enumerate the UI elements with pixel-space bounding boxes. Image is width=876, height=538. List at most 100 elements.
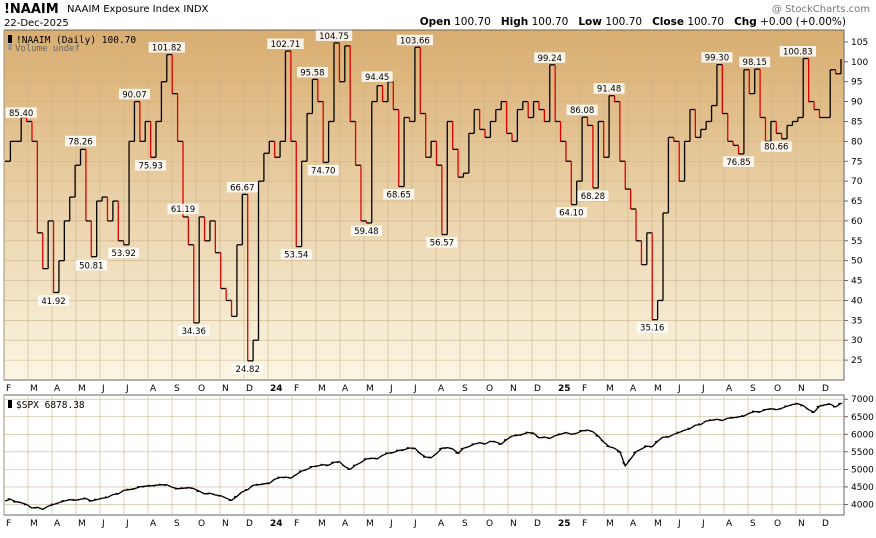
- annotation-box: [534, 52, 566, 63]
- spx-xtick-label: M: [30, 519, 38, 529]
- naaim-xtick-label: 24: [270, 384, 283, 394]
- annotation-label: 68.65: [387, 191, 411, 201]
- stockcharts-credit[interactable]: @ StockCharts.com: [771, 4, 870, 15]
- open-value: 100.70: [454, 16, 491, 28]
- naaim-ytick-label: 100: [851, 58, 868, 68]
- spx-xtick-label: S: [750, 519, 756, 529]
- spx-xtick-label: J: [125, 519, 129, 529]
- annotation-box: [267, 38, 304, 50]
- high-label: High: [500, 16, 529, 28]
- spx-xtick-label: M: [366, 519, 374, 529]
- naaim-xtick-label: M: [654, 384, 662, 394]
- spx-ytick-label: 4000: [851, 500, 874, 510]
- annotation-box: [701, 52, 733, 63]
- annotation-label: 66.67: [230, 183, 254, 193]
- spx-xtick-label: O: [486, 519, 493, 529]
- spx-x-axis: F M A M J J A S O N D 24 F M A M J J A S O N D 25 F M A M J J A S O N D: [6, 519, 829, 529]
- naaim-gridlines: [3, 30, 844, 380]
- naaim-xtick-label: D: [246, 384, 253, 394]
- spx-xtick-label: A: [342, 519, 349, 529]
- spx-legend-swatch: [8, 400, 12, 408]
- exchange-label: INDX: [183, 4, 209, 15]
- annotation-box: [65, 135, 97, 147]
- annotation-label: 56.57: [430, 239, 454, 249]
- spx-xtick-label: M: [78, 519, 86, 529]
- annotation-label: 68.28: [581, 192, 605, 202]
- spx-xtick-label: J: [677, 519, 681, 529]
- annotation-label: 90.07: [122, 90, 146, 100]
- naaim-xtick-label: O: [486, 384, 493, 394]
- naaim-ytick-label: 80: [851, 137, 863, 147]
- naaim-ytick-label: 95: [851, 78, 862, 88]
- annotation-box: [280, 249, 312, 260]
- naaim-xtick-label: A: [438, 384, 445, 394]
- spx-ytick-label: 4500: [851, 483, 874, 493]
- spx-xtick-label: D: [822, 519, 829, 529]
- naaim-xtick-label: O: [774, 384, 781, 394]
- naaim-xtick-label: S: [174, 384, 180, 394]
- spx-xtick-label: N: [798, 519, 805, 529]
- naaim-ytick-label: 35: [851, 316, 862, 326]
- annotation-box: [5, 107, 37, 118]
- spx-ytick-label: 7000: [851, 395, 874, 405]
- naaim-xtick-label: J: [677, 384, 681, 394]
- low-value: 100.70: [605, 16, 643, 28]
- spx-legend-text: $SPX 6878.38: [16, 400, 85, 411]
- spx-xtick-label: S: [462, 519, 468, 529]
- spx-xtick-label: N: [510, 519, 517, 529]
- naaim-legend-text: !NAAIM (Daily) 100.70: [16, 35, 136, 46]
- annotation-label: 61.19: [171, 205, 195, 215]
- naaim-xtick-label: J: [101, 384, 105, 394]
- naaim-xtick-label: M: [30, 384, 38, 394]
- annotation-label: 103.66: [400, 36, 430, 46]
- annotation-label: 76.85: [726, 158, 750, 168]
- naaim-ytick-label: 90: [851, 98, 863, 108]
- naaim-xtick-label: A: [54, 384, 61, 394]
- spx-xtick-label: 25: [558, 519, 571, 529]
- annotation-box: [232, 363, 264, 374]
- spx-panel-background: [3, 394, 845, 516]
- naaim-ytick-label: 55: [851, 237, 862, 247]
- annotation-label: 91.48: [597, 85, 621, 95]
- volume-icon: [8, 44, 12, 50]
- naaim-xtick-label: D: [534, 384, 541, 394]
- annotation-label: 64.10: [559, 209, 583, 219]
- naaim-xtick-label: J: [389, 384, 393, 394]
- spx-xtick-label: J: [413, 519, 417, 529]
- annotation-box: [779, 46, 817, 57]
- spx-ytick-label: 5000: [851, 465, 874, 475]
- low-label: Low: [578, 16, 602, 28]
- spx-xtick-label: M: [654, 519, 662, 529]
- annotation-box: [426, 237, 458, 248]
- naaim-ytick-label: 45: [851, 277, 862, 287]
- naaim-ytick-label: 40: [851, 296, 863, 306]
- annotation-box: [577, 190, 609, 201]
- annotation-box: [226, 181, 258, 193]
- spx-xtick-label: F: [582, 519, 587, 529]
- spx-series: [4, 402, 844, 511]
- annotation-box: [566, 104, 598, 116]
- chart-date: 22-Dec-2025: [4, 18, 69, 29]
- annotation-label: 50.81: [79, 261, 103, 271]
- spx-xtick-label: A: [630, 519, 637, 529]
- annotation-box: [108, 247, 140, 259]
- annotation-box: [383, 189, 415, 200]
- naaim-ytick-label: 75: [851, 157, 862, 167]
- naaim-series: [5, 42, 842, 362]
- spx-ytick-label: 6000: [851, 430, 874, 440]
- naaim-ytick-label: 70: [851, 177, 863, 187]
- annotation-label: 59.48: [354, 227, 378, 237]
- spx-xtick-label: J: [701, 519, 705, 529]
- annotation-box: [118, 88, 150, 100]
- spx-xtick-label: M: [606, 519, 614, 529]
- spx-xtick-label: O: [774, 519, 781, 529]
- annotation-box: [307, 164, 339, 176]
- naaim-legend-swatch: [8, 35, 12, 43]
- chg-label: Chg: [734, 16, 757, 28]
- annotation-box: [148, 42, 186, 53]
- naaim-xtick-label: O: [198, 384, 205, 394]
- spx-xtick-label: N: [222, 519, 229, 529]
- naaim-xtick-label: S: [750, 384, 756, 394]
- annotation-label: 99.30: [705, 54, 729, 64]
- naaim-ytick-label: 65: [851, 197, 862, 207]
